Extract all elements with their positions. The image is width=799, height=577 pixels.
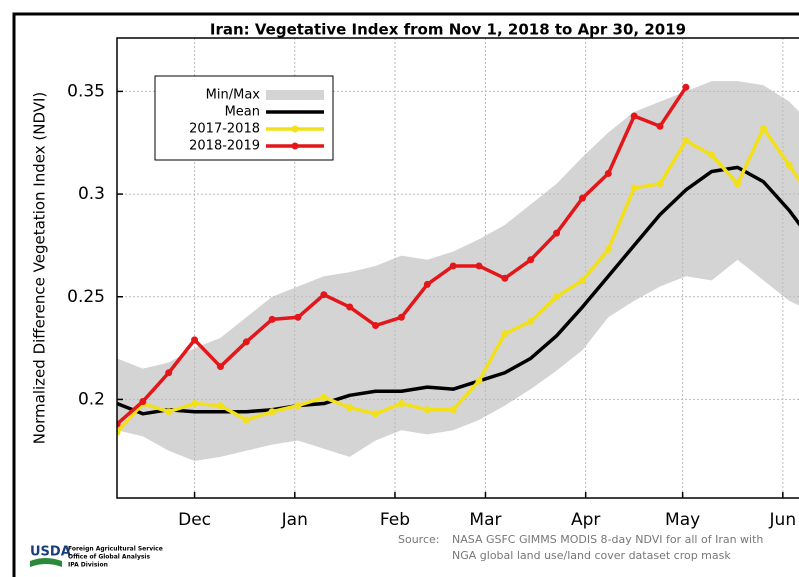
data-point (117, 428, 121, 436)
outer-frame (12, 12, 799, 577)
data-point (242, 416, 250, 424)
data-point (372, 410, 380, 418)
x-tick-label: Jun (769, 510, 797, 530)
data-point (320, 393, 328, 401)
data-point (682, 83, 690, 91)
x-tick-label: May (665, 510, 700, 530)
data-point (785, 161, 793, 169)
data-point (165, 408, 173, 416)
data-point (578, 276, 586, 284)
data-point (734, 180, 742, 188)
legend-label: 2017-2018 (189, 122, 260, 137)
plot-area (117, 38, 799, 498)
data-point (527, 317, 535, 325)
y-tick-label: 0.3 (78, 184, 105, 204)
data-point (630, 184, 638, 192)
data-point (346, 303, 354, 311)
y-tick-label: 0.25 (67, 287, 105, 307)
data-point (527, 256, 535, 264)
logo-swoosh (30, 558, 62, 567)
logo-line: Office of Global Analysis (68, 554, 150, 561)
x-tick-label: Dec (178, 510, 211, 530)
data-point (320, 291, 328, 299)
data-point (139, 397, 147, 405)
data-point (191, 400, 199, 408)
data-point (759, 124, 767, 132)
data-point (346, 404, 354, 412)
data-point (372, 322, 380, 329)
source-label: Source: (398, 533, 440, 546)
data-point (449, 406, 457, 414)
data-point (553, 229, 561, 237)
data-point (630, 112, 638, 120)
source-line: NGA global land use/land cover dataset c… (452, 549, 731, 562)
data-point (475, 262, 483, 270)
legend-label: Min/Max (206, 88, 261, 103)
data-point (423, 406, 431, 414)
data-point (397, 400, 405, 408)
y-tick-label: 0.35 (67, 81, 105, 101)
logo: USDA Foreign Agricultural Service Office… (30, 545, 163, 569)
data-point (117, 420, 121, 428)
y-tick-label: 0.2 (78, 389, 105, 409)
data-point (294, 313, 302, 321)
series-line (117, 126, 799, 434)
data-point (501, 274, 509, 282)
x-tick-label: Mar (469, 510, 501, 530)
data-point (268, 315, 276, 323)
data-point (578, 194, 586, 202)
source-line: NASA GSFC GIMMS MODIS 8-day NDVI for all… (452, 533, 763, 546)
data-point (553, 293, 561, 301)
min-max-band (117, 81, 799, 462)
data-point (216, 402, 224, 410)
logo-line: Foreign Agricultural Service (68, 546, 163, 553)
data-point (656, 180, 664, 188)
legend-label: Mean (225, 105, 260, 120)
x-tick-label: Apr (571, 510, 600, 530)
data-point (656, 122, 664, 130)
data-point (242, 338, 250, 346)
chart-title: Iran: Vegetative Index from Nov 1, 2018 … (210, 21, 686, 39)
x-tick-label: Jan (281, 510, 308, 530)
legend-marker (291, 125, 299, 133)
data-point (604, 170, 612, 178)
data-point (191, 336, 199, 344)
data-point (708, 151, 716, 159)
logo-line: IPA Division (68, 562, 108, 569)
logo-name: USDA (30, 545, 71, 560)
data-point (423, 280, 431, 288)
legend: Min/Max Mean 2017-2018 2018-2019 (154, 75, 334, 161)
plot-frame (116, 37, 799, 499)
legend-marker (291, 142, 299, 150)
y-axis-label: Normalized Difference Vegetation Index (… (31, 92, 49, 445)
data-point (475, 377, 483, 385)
data-point (682, 137, 690, 145)
data-point (397, 313, 405, 321)
data-point (165, 369, 173, 377)
x-tick-label: Feb (380, 510, 410, 530)
data-point (449, 262, 457, 270)
legend-swatch (266, 90, 324, 100)
data-point (501, 330, 509, 338)
data-point (604, 246, 612, 254)
data-point (294, 402, 302, 410)
data-point (216, 363, 224, 371)
data-point (268, 408, 276, 416)
legend-label: 2018-2019 (189, 139, 260, 154)
